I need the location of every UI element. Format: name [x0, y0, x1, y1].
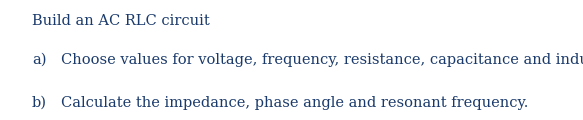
Text: b): b) [32, 96, 47, 110]
Text: Choose values for voltage, frequency, resistance, capacitance and inductance.: Choose values for voltage, frequency, re… [61, 53, 583, 67]
Text: Calculate the impedance, phase angle and resonant frequency.: Calculate the impedance, phase angle and… [61, 96, 529, 110]
Text: Build an AC RLC circuit: Build an AC RLC circuit [32, 14, 210, 28]
Text: a): a) [32, 53, 47, 67]
